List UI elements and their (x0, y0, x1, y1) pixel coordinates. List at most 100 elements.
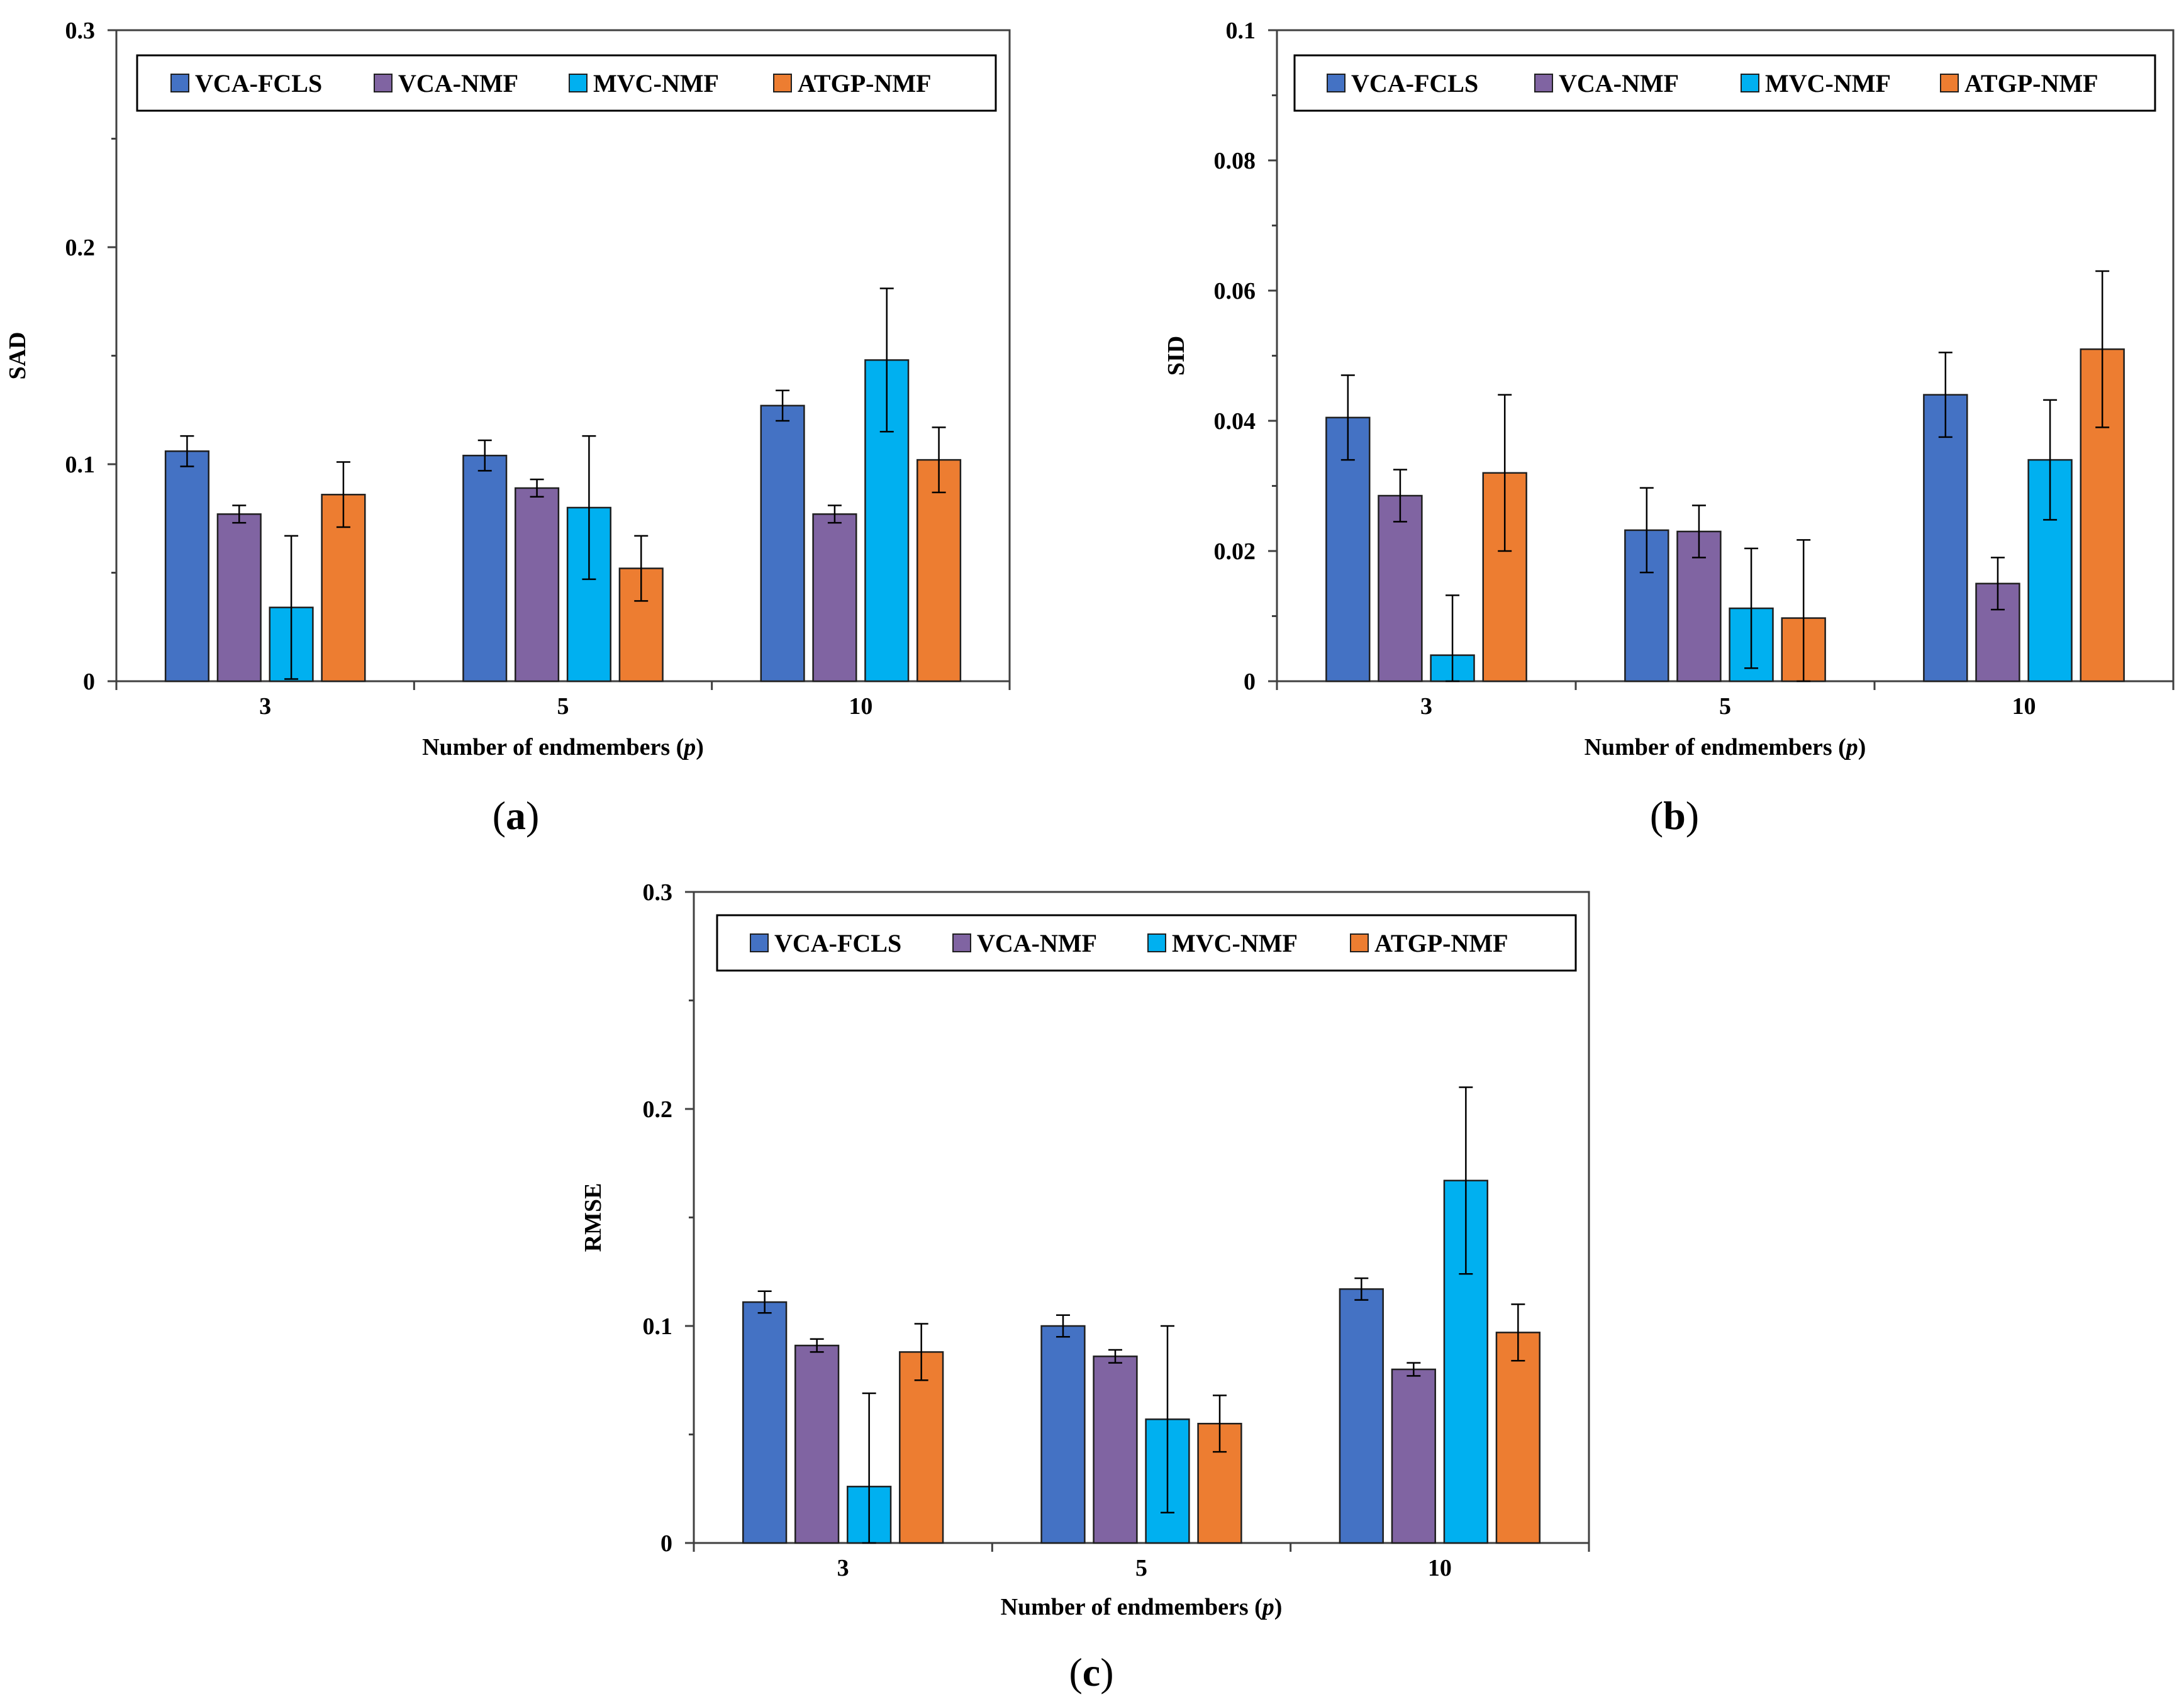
x-tick-label: 10 (2012, 693, 2036, 720)
x-tick-label: 10 (849, 693, 872, 720)
legend-swatch-atgp-nmf (773, 74, 792, 92)
panel-label-open: ( (1650, 793, 1663, 838)
x-tick-label: 3 (837, 1555, 849, 1581)
bar-vca-fcls-p10 (1339, 1288, 1384, 1544)
y-tick-label: 0.02 (1214, 538, 1256, 565)
y-tick-label: 0.1 (1226, 18, 1256, 44)
bar-vca-nmf-p10 (812, 513, 857, 682)
legend-swatch-mvc-nmf (1741, 74, 1759, 92)
y-tick-label: 0.3 (643, 879, 673, 906)
legend-swatch-mvc-nmf (569, 74, 588, 92)
panel-label-letter: b (1663, 793, 1686, 838)
legend-label: MVC-NMF (593, 69, 719, 97)
panel-label-close: ) (1100, 1650, 1113, 1695)
bar-vca-fcls-p5 (462, 454, 508, 682)
legend-label: ATGP-NMF (1374, 929, 1508, 957)
x-tick-label: 5 (557, 693, 569, 720)
legend: VCA-FCLS VCA-NMF MVC-NMF ATGP-NMF (136, 54, 997, 112)
legend-label: MVC-NMF (1765, 69, 1891, 97)
bar-atgp-nmf-p10 (1495, 1332, 1540, 1544)
y-tick-label: 0 (660, 1530, 672, 1557)
panel-label-letter: a (506, 793, 526, 838)
y-axis-title: SAD (4, 331, 31, 379)
legend: VCA-FCLS VCA-NMF MVC-NMF ATGP-NMF (716, 914, 1577, 972)
x-axis-title-variable: p (1844, 734, 1858, 760)
bar-vca-nmf-p3 (794, 1344, 840, 1544)
chart-panel-a: 0 0.1 0.2 0.3 3 5 10 VCA-FCLS VCA-NMF MVC-NMF ATGP… (4, 18, 1011, 838)
y-tick-label: 0.04 (1214, 408, 1256, 435)
y-tick-label: 0 (83, 669, 95, 695)
y-tick-label: 0.3 (65, 18, 96, 44)
legend-label: MVC-NMF (1172, 929, 1298, 957)
legend-label: ATGP-NMF (1964, 69, 2098, 97)
legend-label: VCA-NMF (1559, 69, 1679, 97)
x-tick-label: 5 (1135, 1555, 1147, 1581)
x-axis-title: Number of endmembers (p) (1001, 1594, 1283, 1620)
legend-swatch-vca-fcls (170, 74, 189, 92)
bar-vca-fcls-p10 (760, 404, 805, 682)
bar-vca-nmf-p5 (515, 487, 560, 682)
panel-label: (b) (1650, 793, 1699, 838)
bar-atgp-nmf-p3 (1482, 472, 1527, 682)
panel-label-open: ( (493, 793, 506, 838)
y-tick-label: 0.06 (1214, 278, 1256, 304)
y-axis-title: SID (1163, 336, 1190, 376)
legend-swatch-vca-fcls (750, 933, 769, 952)
panel-label-close: ) (1686, 793, 1699, 838)
panel-label: (c) (1069, 1650, 1113, 1695)
x-axis-title-main: Number of endmembers ( (1585, 734, 1846, 760)
legend-label: ATGP-NMF (798, 69, 932, 97)
panel-label-close: ) (526, 793, 539, 838)
x-tick-label: 3 (1420, 693, 1432, 720)
legend-label: VCA-FCLS (1351, 69, 1478, 97)
y-tick-label: 0.2 (643, 1096, 673, 1123)
panel-label-open: ( (1069, 1650, 1082, 1695)
legend-box (136, 54, 997, 112)
bar-vca-fcls-p5 (1040, 1325, 1086, 1544)
y-tick-label: 0 (1244, 669, 1256, 695)
chart-panel-b: 0 0.02 0.04 0.06 0.08 0.1 3 5 10 VCA-FCLS VCA-NMF M… (1163, 18, 2175, 838)
legend-box (1293, 54, 2156, 112)
y-axis-title: RMSE (580, 1183, 606, 1252)
y-tick-label: 0.1 (65, 452, 96, 478)
legend-swatch-vca-nmf (952, 933, 971, 952)
x-axis-title-main: Number of endmembers ( (422, 734, 684, 760)
x-axis-title-variable: p (682, 734, 696, 760)
bar-vca-nmf-p3 (1378, 494, 1423, 682)
legend-swatch-atgp-nmf (1350, 933, 1369, 952)
legend-label: VCA-NMF (398, 69, 518, 97)
legend-swatch-vca-nmf (374, 74, 393, 92)
chart-panel-c: 0 0.1 0.2 0.3 3 5 10 VCA-FCLS VCA-NMF MVC-NMF ATGP… (580, 879, 1590, 1695)
x-axis-title-main: Number of endmembers ( (1001, 1594, 1262, 1620)
x-axis-title-end: ) (1858, 734, 1866, 760)
bar-vca-nmf-p10 (1391, 1368, 1436, 1544)
bar-vca-fcls-p3 (742, 1301, 788, 1544)
x-axis-title: Number of endmembers (p) (1585, 734, 1866, 760)
bar-vca-nmf-p5 (1093, 1356, 1138, 1544)
x-tick-label: 5 (1719, 693, 1731, 720)
x-axis-title-end: ) (696, 734, 704, 760)
x-axis-title-end: ) (1274, 1594, 1283, 1620)
y-tick-label: 0.1 (643, 1313, 673, 1340)
legend-box (716, 914, 1577, 972)
panel-label-letter: c (1083, 1650, 1100, 1695)
y-tick-label: 0.2 (65, 235, 96, 261)
legend-label: VCA-FCLS (774, 929, 901, 957)
legend: VCA-FCLS VCA-NMF MVC-NMF ATGP-NMF (1293, 54, 2156, 112)
legend-swatch-vca-nmf (1534, 74, 1553, 92)
legend-label: VCA-FCLS (195, 69, 322, 97)
legend-swatch-atgp-nmf (1940, 74, 1959, 92)
x-axis-title: Number of endmembers (p) (422, 734, 704, 760)
y-tick-label: 0.08 (1214, 148, 1256, 174)
bar-vca-fcls-p3 (1325, 416, 1371, 682)
legend-swatch-vca-fcls (1327, 74, 1346, 92)
bar-atgp-nmf-p3 (899, 1351, 944, 1544)
bar-vca-fcls-p3 (164, 450, 209, 682)
legend-swatch-mvc-nmf (1147, 933, 1166, 952)
x-tick-label: 3 (259, 693, 271, 720)
bar-vca-nmf-p3 (216, 513, 262, 682)
panel-label: (a) (493, 793, 540, 838)
bar-atgp-nmf-p10 (916, 459, 962, 682)
x-tick-label: 10 (1428, 1555, 1452, 1581)
